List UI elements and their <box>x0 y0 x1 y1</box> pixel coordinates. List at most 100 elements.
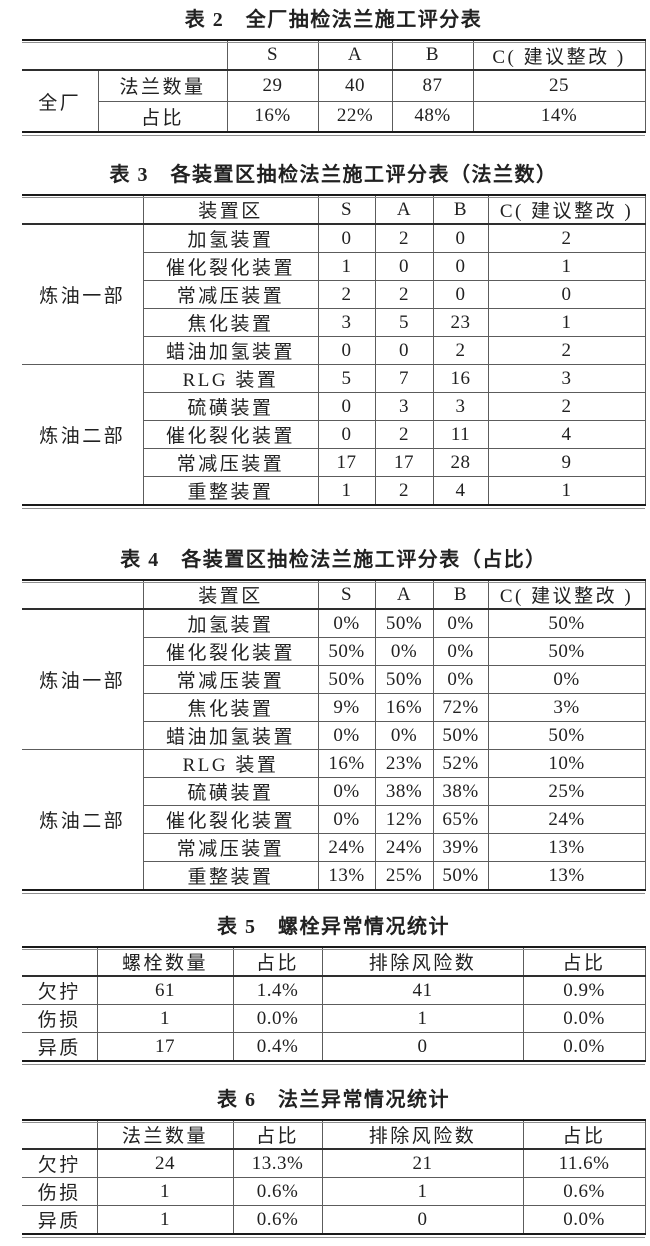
data-cell: 13.3% <box>232 1148 323 1178</box>
table-row: 蜡油加氢装置 0 0 2 2 <box>22 336 646 365</box>
table-4-wrap: 装置区 S A B C( 建议整改 ) 炼油一部 加氢装置 0% 50% 0% 50% 催化裂化装置 5… <box>21 579 646 894</box>
data-cell: 11 <box>432 420 489 449</box>
data-cell: 16% <box>317 749 376 778</box>
table-row: 焦化装置 3 5 23 1 <box>22 308 646 337</box>
row-label-cell: 常减压装置 <box>142 448 319 477</box>
data-cell: 25 <box>472 69 646 102</box>
data-cell: 3 <box>487 364 646 393</box>
column-header: C( 建议整改 ) <box>487 579 646 610</box>
row-group-label: 炼油一部 <box>21 223 144 365</box>
data-cell: 5 <box>317 364 376 393</box>
table-3-wrap: 装置区 S A B C( 建议整改 ) 炼油一部 加氢装置 0 2 0 2 催化裂化装置 1 0 0 1 常减压… <box>21 194 646 509</box>
data-cell: 40 <box>317 69 393 102</box>
table-4-title: 表 4 各装置区抽检法兰施工评分表（占比） <box>120 549 547 571</box>
data-cell: 50% <box>317 665 376 694</box>
data-cell: 5 <box>374 308 434 337</box>
table-row: 焦化装置 9% 16% 72% 3% <box>22 693 646 722</box>
data-cell: 50% <box>487 608 646 638</box>
data-cell: 4 <box>432 476 489 506</box>
column-header-empty <box>21 579 144 610</box>
row-label-cell: 加氢装置 <box>142 608 319 638</box>
table-row: 全厂 法兰数量 29 40 87 25 <box>21 69 646 133</box>
row-group-label: 炼油二部 <box>21 749 144 891</box>
header-row: 螺栓数量 占比 排除风险数 占比 <box>21 946 646 977</box>
row-label-cell: 加氢装置 <box>142 223 319 253</box>
column-header: S <box>317 579 376 610</box>
table-row: 重整装置 13% 25% 50% 13% <box>22 861 646 891</box>
table-row: 伤损 1 0.0% 1 0.0% <box>21 1004 646 1033</box>
data-cell: 1 <box>487 476 646 506</box>
data-cell: 4 <box>487 420 646 449</box>
data-cell: 0% <box>432 637 489 666</box>
data-cell: 0% <box>317 721 376 750</box>
column-header: C( 建议整改 ) <box>487 194 646 225</box>
table-row: 硫磺装置 0 3 3 2 <box>22 392 646 421</box>
data-cell: 50% <box>432 721 489 750</box>
data-cell: 17 <box>317 448 376 477</box>
data-cell: 1 <box>96 1177 234 1206</box>
table-5: 螺栓数量 占比 排除风险数 占比 欠拧 61 1.4% 41 0.9% 伤损 1 0.0% 1 0.0% 异… <box>21 946 646 1062</box>
data-cell: 3 <box>432 392 489 421</box>
data-cell: 16% <box>226 100 319 133</box>
data-cell: 50% <box>374 665 434 694</box>
data-cell: 21 <box>321 1148 524 1178</box>
row-label-cell: 常减压装置 <box>142 280 319 309</box>
column-header: B <box>432 579 489 610</box>
table-row: 常减压装置 50% 50% 0% 0% <box>22 665 646 694</box>
table-2-title: 表 2 全厂抽检法兰施工评分表 <box>184 9 483 31</box>
data-cell: 1 <box>321 1004 524 1033</box>
data-cell: 2 <box>374 420 434 449</box>
data-cell: 72% <box>432 693 489 722</box>
data-cell: 25% <box>487 777 646 806</box>
data-cell: 0 <box>487 280 646 309</box>
table-row: 硫磺装置 0% 38% 38% 25% <box>22 777 646 806</box>
table-row: 占比 16% 22% 48% 14% <box>22 100 646 133</box>
data-cell: 39% <box>432 833 489 862</box>
column-header-empty <box>21 1119 98 1150</box>
data-cell: 0 <box>317 223 376 253</box>
table-row: 异质 17 0.4% 0 0.0% <box>21 1032 646 1062</box>
data-cell: 12% <box>374 805 434 834</box>
table-2-block: 表 2 全厂抽检法兰施工评分表 S A B C( 建议整改 ) 全厂 法兰数量 29 40 87… <box>0 8 650 136</box>
row-label-cell: 硫磺装置 <box>142 777 319 806</box>
data-cell: 16 <box>432 364 489 393</box>
data-cell: 1 <box>487 252 646 281</box>
data-cell: 0 <box>374 336 434 365</box>
data-cell: 1 <box>317 476 376 506</box>
header-row: 装置区 S A B C( 建议整改 ) <box>21 579 646 610</box>
data-cell: 1 <box>96 1205 234 1235</box>
column-header: S <box>317 194 376 225</box>
table-3-block: 表 3 各装置区抽检法兰施工评分表（法兰数） 装置区 S A B C( 建议整改 ) 炼油… <box>0 163 650 509</box>
data-cell: 87 <box>391 69 474 102</box>
column-header-empty <box>21 39 228 71</box>
row-label-cell: 催化裂化装置 <box>142 637 319 666</box>
row-group-label: 伤损 <box>21 1177 98 1206</box>
column-header-empty <box>21 194 144 225</box>
table-6: 法兰数量 占比 排除风险数 占比 欠拧 24 13.3% 21 11.6% 伤损 1 0.6% 1 0.6… <box>21 1119 646 1235</box>
data-cell: 65% <box>432 805 489 834</box>
column-header: 占比 <box>522 946 646 977</box>
data-cell: 13% <box>487 833 646 862</box>
data-cell: 0% <box>317 805 376 834</box>
table-row: 常减压装置 24% 24% 39% 13% <box>22 833 646 862</box>
data-cell: 0.4% <box>232 1032 323 1062</box>
data-cell: 0 <box>432 223 489 253</box>
data-cell: 0.0% <box>522 1032 646 1062</box>
data-cell: 41 <box>321 975 524 1005</box>
data-cell: 0.9% <box>522 975 646 1005</box>
table-row: 异质 1 0.6% 0 0.0% <box>21 1205 646 1235</box>
data-cell: 0 <box>317 392 376 421</box>
row-label-cell: RLG 装置 <box>142 364 319 393</box>
header-row: 法兰数量 占比 排除风险数 占比 <box>21 1119 646 1150</box>
table-row: 重整装置 1 2 4 1 <box>22 476 646 506</box>
data-cell: 0% <box>432 665 489 694</box>
data-cell: 48% <box>391 100 474 133</box>
row-group-label: 炼油二部 <box>21 364 144 506</box>
row-label-cell: 焦化装置 <box>142 308 319 337</box>
data-cell: 61 <box>96 975 234 1005</box>
data-cell: 9% <box>317 693 376 722</box>
data-cell: 50% <box>487 721 646 750</box>
data-cell: 9 <box>487 448 646 477</box>
table-5-block: 表 5 螺栓异常情况统计 螺栓数量 占比 排除风险数 占比 欠拧 61 1.4% 41 0.9%… <box>0 915 650 1065</box>
